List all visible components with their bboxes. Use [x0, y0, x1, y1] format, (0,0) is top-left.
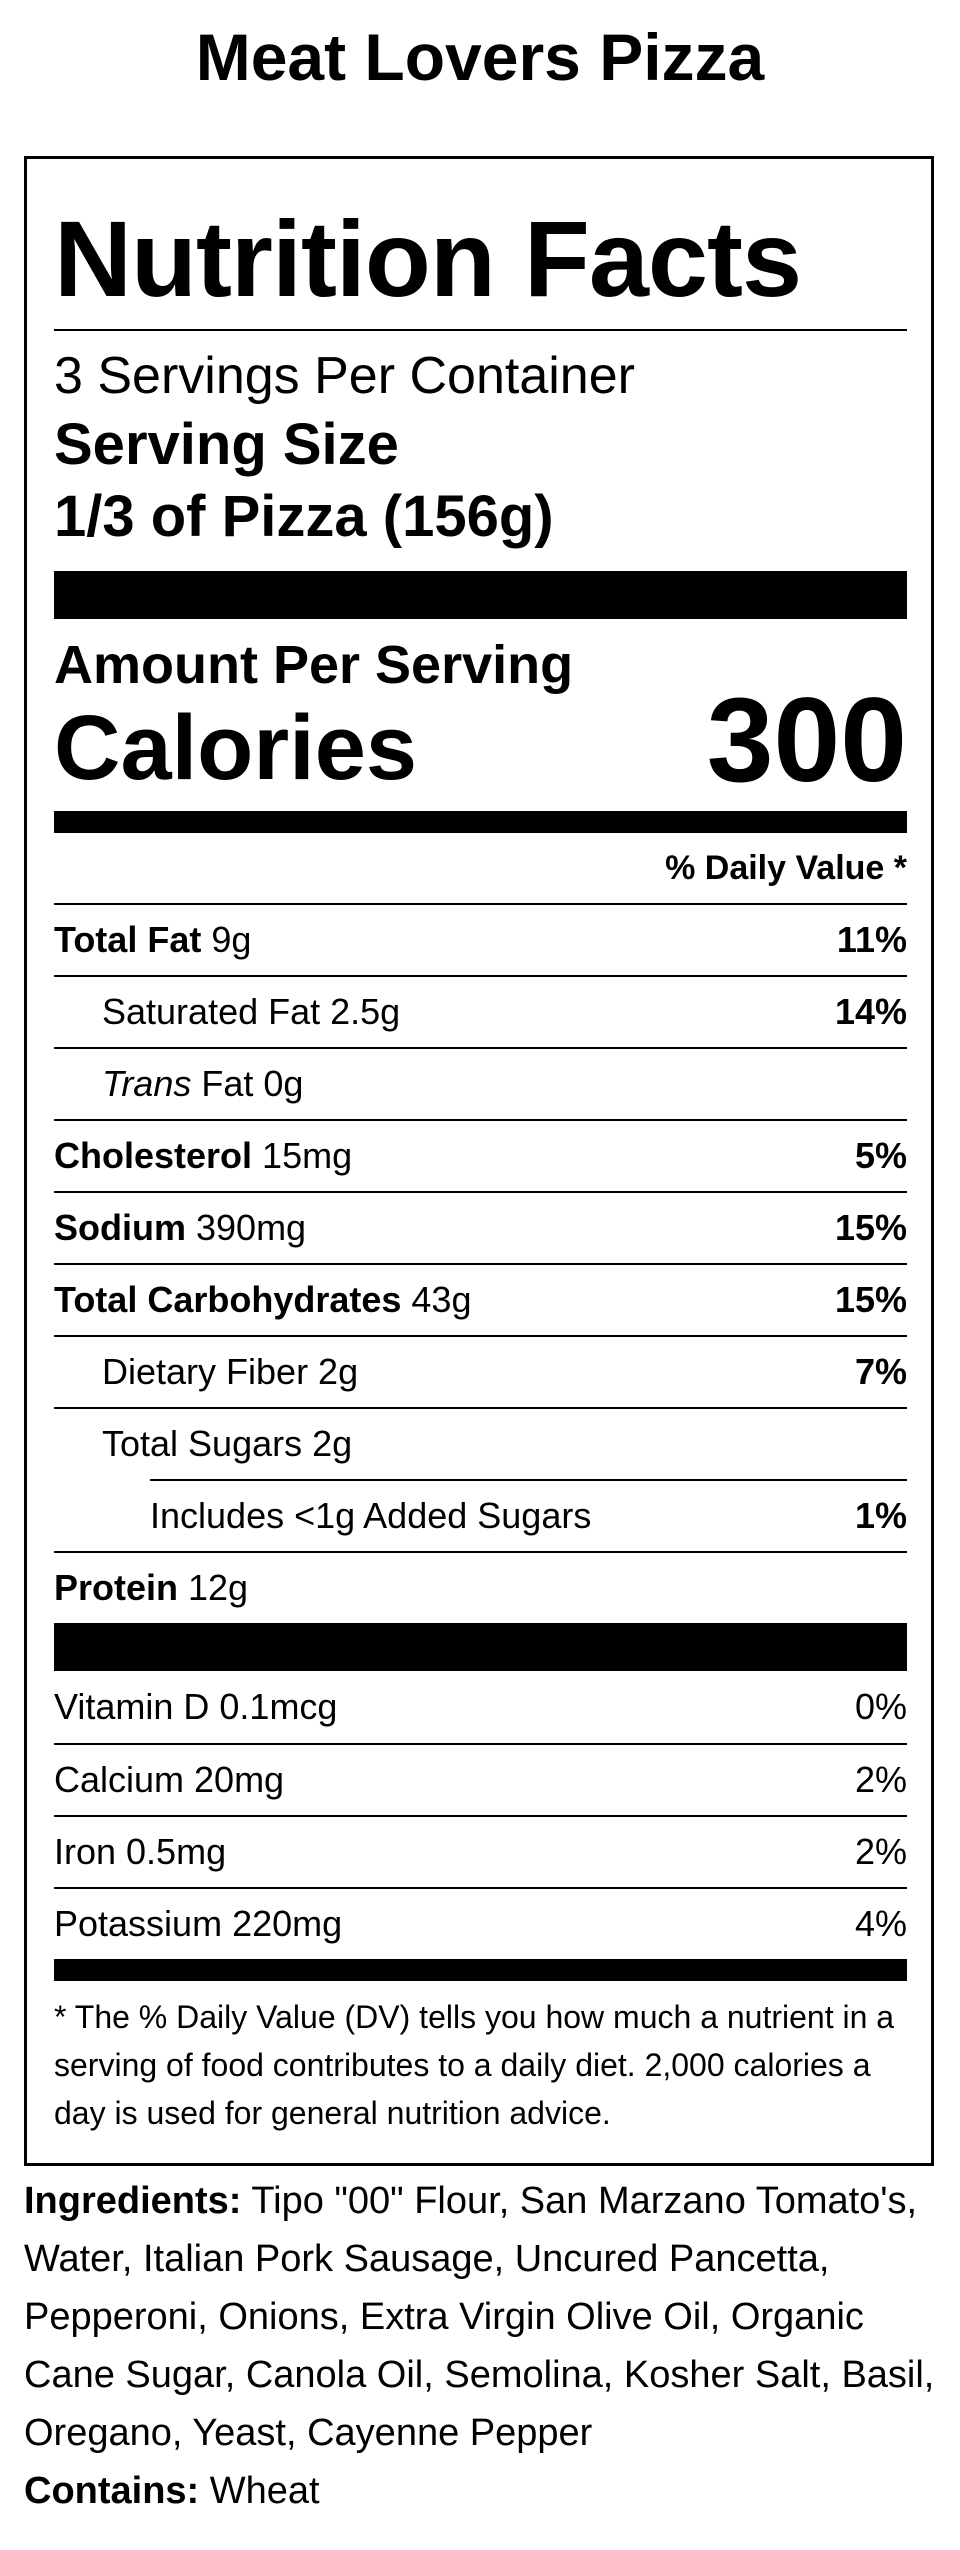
nutrient-row-trans-fat: Trans Fat 0g	[54, 1047, 907, 1119]
divider-thin	[54, 329, 907, 331]
nutrient-row-total-fat: Total Fat 9g 11%	[54, 903, 907, 975]
nutrient-row-saturated-fat: Saturated Fat 2.5g 14%	[54, 975, 907, 1047]
nutrient-row-total-sugars: Total Sugars 2g	[54, 1407, 907, 1479]
nutrient-name-italic: Trans	[102, 1063, 192, 1104]
ingredients-label: Ingredients:	[24, 2180, 242, 2222]
vitamin-dv: 0%	[854, 1686, 907, 1727]
vitamin-dv: 2%	[854, 1831, 907, 1872]
nutrient-name: Includes <1g Added Sugars	[150, 1495, 592, 1536]
calories-row: Calories 300	[54, 680, 907, 800]
vitamin-name: Potassium 220mg	[54, 1903, 343, 1944]
calories-label: Calories	[54, 697, 418, 799]
nutrient-row-added-sugars: Includes <1g Added Sugars 1%	[150, 1479, 907, 1551]
nutrient-dv: 7%	[854, 1351, 907, 1392]
nutrient-name: Cholesterol	[54, 1135, 253, 1176]
nutrient-row-dietary-fiber: Dietary Fiber 2g 7%	[54, 1335, 907, 1407]
vitamin-name: Iron 0.5mg	[54, 1831, 227, 1872]
nutrient-row-protein: Protein 12g	[54, 1551, 907, 1623]
serving-size-value: 1/3 of Pizza (156g)	[54, 484, 554, 549]
vitamin-dv: 4%	[854, 1903, 907, 1944]
divider-thick	[54, 571, 907, 619]
nutrient-row-sodium: Sodium 390mg 15%	[54, 1191, 907, 1263]
nutrient-amount: 390mg	[186, 1207, 307, 1248]
nutrient-dv: 1%	[854, 1495, 907, 1536]
contains-text: Wheat	[199, 2470, 320, 2512]
nutrient-name: Sodium	[54, 1207, 186, 1248]
vitamin-name: Vitamin D 0.1mcg	[54, 1686, 338, 1727]
nutrient-name: Total Fat	[54, 919, 202, 960]
ingredients-section: Ingredients: Tipo "00" Flour, San Marzan…	[24, 2172, 936, 2520]
nutrient-name: Total Sugars 2g	[102, 1423, 353, 1464]
vitamin-row: Potassium 220mg 4%	[54, 1887, 907, 1959]
ingredients-paragraph: Ingredients: Tipo "00" Flour, San Marzan…	[24, 2172, 936, 2462]
contains-paragraph: Contains: Wheat	[24, 2462, 936, 2520]
nutrient-amount: 12g	[178, 1567, 249, 1608]
nutrient-row-total-carbohydrates: Total Carbohydrates 43g 15%	[54, 1263, 907, 1335]
nutrient-amount: 15mg	[252, 1135, 353, 1176]
divider-thick	[54, 1623, 907, 1671]
product-title: Meat Lovers Pizza	[195, 20, 765, 94]
vitamin-row: Vitamin D 0.1mcg 0%	[54, 1671, 907, 1743]
vitamin-name: Calcium 20mg	[54, 1759, 285, 1800]
nutrient-name: Dietary Fiber 2g	[102, 1351, 359, 1392]
serving-size-label: Serving Size	[54, 412, 399, 477]
nutrient-dv: 5%	[854, 1135, 907, 1176]
divider-medium	[54, 1959, 907, 1981]
nutrient-name: Total Carbohydrates	[54, 1279, 402, 1320]
vitamin-row: Iron 0.5mg 2%	[54, 1815, 907, 1887]
nutrition-facts-heading: Nutrition Facts	[54, 198, 802, 319]
divider-medium	[54, 811, 907, 833]
nutrient-name: Fat 0g	[191, 1063, 304, 1104]
nutrient-name: Saturated Fat 2.5g	[102, 991, 401, 1032]
nutrient-amount: 43g	[401, 1279, 472, 1320]
contains-label: Contains:	[24, 2470, 200, 2512]
nutrient-amount: 9g	[201, 919, 252, 960]
vitamin-dv: 2%	[854, 1759, 907, 1800]
amount-per-serving: Amount Per Serving	[54, 635, 574, 695]
nutrient-dv: 11%	[836, 919, 907, 960]
nutrient-dv: 14%	[834, 991, 907, 1032]
nutrient-dv: 15%	[834, 1207, 907, 1248]
calories-value: 300	[706, 673, 907, 807]
servings-per-container: 3 Servings Per Container	[54, 347, 635, 405]
nutrition-facts-panel: Nutrition Facts 3 Servings Per Container…	[24, 156, 934, 2166]
ingredients-text: Tipo "00" Flour, San Marzano Tomato's, W…	[24, 2180, 935, 2454]
nutrient-row-cholesterol: Cholesterol 15mg 5%	[54, 1119, 907, 1191]
nutrition-facts-inner: Nutrition Facts 3 Servings Per Container…	[54, 159, 907, 2137]
daily-value-footnote: * The % Daily Value (DV) tells you how m…	[54, 1999, 895, 2131]
daily-value-header: % Daily Value *	[665, 849, 907, 887]
nutrient-dv: 15%	[834, 1279, 907, 1320]
nutrient-name: Protein	[54, 1567, 179, 1608]
vitamin-row: Calcium 20mg 2%	[54, 1743, 907, 1815]
